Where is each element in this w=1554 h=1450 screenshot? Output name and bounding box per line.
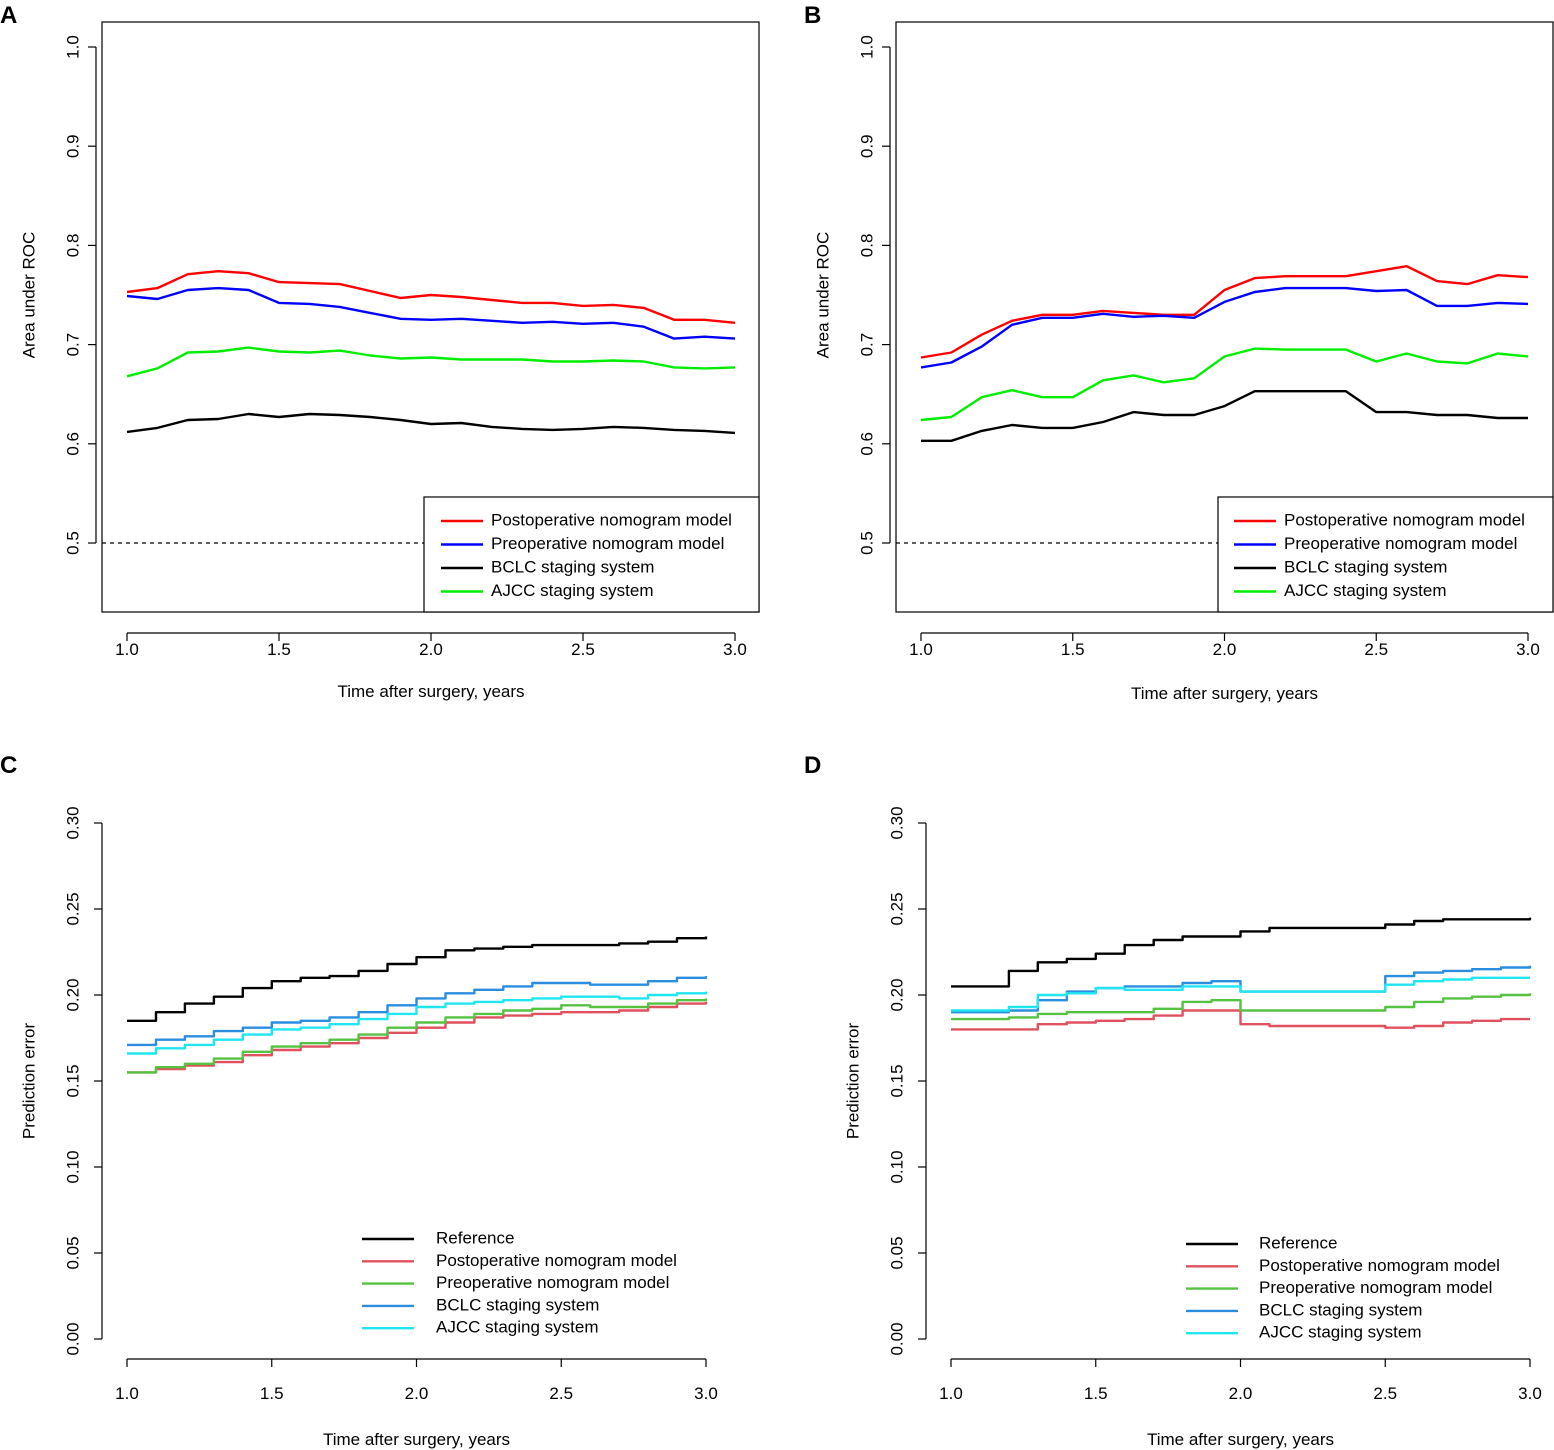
panel-letter-d: D (804, 752, 822, 779)
y-tick-label-d: 0.15 (887, 1064, 906, 1097)
series-line-d-5 (951, 976, 1530, 1012)
x-tick-label-c: 2.5 (549, 1384, 573, 1403)
y-tick-label-d: 0.05 (887, 1236, 906, 1269)
x-axis-label-b: Time after surgery, years (1131, 684, 1318, 703)
legend-label-c: BCLC staging system (436, 1295, 599, 1314)
legend-label-a: AJCC staging system (491, 581, 654, 600)
y-tick-label-c: 0.30 (63, 806, 82, 839)
legend-label-c: Postoperative nomogram model (436, 1251, 677, 1270)
y-tick-label-a: 1.0 (63, 35, 82, 59)
x-tick-label-d: 2.5 (1373, 1384, 1397, 1403)
y-tick-label-c: 0.25 (63, 892, 82, 925)
series-line-c-5 (127, 991, 708, 1055)
x-tick-label-b: 1.5 (1061, 640, 1085, 659)
series-line-a-2 (126, 286, 736, 340)
y-tick-label-a: 0.5 (63, 531, 82, 555)
x-tick-label-d: 2.0 (1229, 1384, 1253, 1403)
x-axis-label-d: Time after surgery, years (1147, 1430, 1334, 1449)
legend-box-a (423, 496, 760, 613)
y-tick-label-c: 0.15 (63, 1064, 82, 1097)
y-tick-label-b: 0.7 (857, 333, 876, 357)
y-tick-label-b: 0.9 (857, 134, 876, 158)
legend-label-b: BCLC staging system (1284, 557, 1447, 576)
y-tick-label-b: 0.8 (857, 234, 876, 258)
x-tick-label-d: 3.0 (1518, 1384, 1542, 1403)
series-line-a-3 (126, 412, 736, 435)
x-tick-label-c: 1.5 (260, 1384, 284, 1403)
x-tick-label-c: 2.0 (405, 1384, 429, 1403)
y-tick-label-c: 0.10 (63, 1150, 82, 1183)
y-tick-label-d: 0.10 (887, 1150, 906, 1183)
x-tick-label-a: 1.5 (267, 640, 291, 659)
y-tick-label-a: 0.9 (63, 134, 82, 158)
y-tick-label-b: 0.5 (857, 531, 876, 555)
legend-label-d: AJCC staging system (1259, 1323, 1422, 1342)
y-tick-label-b: 1.0 (857, 35, 876, 59)
series-line-b-2 (920, 286, 1529, 369)
legend-label-c: Preoperative nomogram model (436, 1273, 669, 1292)
x-axis-label-c: Time after surgery, years (323, 1430, 510, 1449)
series-line-c-1 (127, 936, 708, 1022)
series-line-d-2 (951, 1009, 1530, 1031)
series-line-d-1 (951, 917, 1532, 988)
series-line-b-4 (920, 347, 1529, 422)
y-tick-label-d: 0.20 (887, 978, 906, 1011)
y-tick-label-a: 0.7 (63, 333, 82, 357)
y-axis-label-c: Prediction error (19, 1023, 38, 1140)
x-tick-label-b: 1.0 (909, 640, 933, 659)
y-axis-label-d: Prediction error (843, 1023, 862, 1140)
series-line-a-1 (126, 270, 736, 324)
x-tick-label-a: 2.5 (571, 640, 595, 659)
legend-label-d: Preoperative nomogram model (1259, 1278, 1492, 1297)
legend-label-b: Preoperative nomogram model (1284, 534, 1517, 553)
legend-label-a: Preoperative nomogram model (491, 534, 724, 553)
series-line-c-3 (127, 998, 708, 1074)
legend-label-c: AJCC staging system (436, 1318, 599, 1337)
panel-letter-c: C (0, 752, 18, 779)
legend-label-c: Reference (436, 1228, 514, 1247)
series-line-d-3 (951, 993, 1532, 1021)
series-line-b-1 (920, 265, 1529, 359)
x-tick-label-c: 3.0 (694, 1384, 718, 1403)
y-tick-label-c: 0.05 (63, 1236, 82, 1269)
y-tick-label-d: 0.25 (887, 892, 906, 925)
x-tick-label-a: 2.0 (419, 640, 443, 659)
x-tick-label-b: 3.0 (1516, 640, 1540, 659)
y-axis-label-b: Area under ROC (813, 232, 832, 359)
series-line-d-4 (951, 965, 1532, 1014)
x-tick-label-a: 3.0 (723, 640, 747, 659)
y-tick-label-a: 0.8 (63, 234, 82, 258)
legend-label-a: BCLC staging system (491, 557, 654, 576)
y-tick-label-c: 0.20 (63, 978, 82, 1011)
legend-label-d: Reference (1259, 1233, 1337, 1252)
series-line-c-4 (127, 976, 708, 1047)
panel-letter-b: B (804, 2, 822, 29)
y-tick-label-a: 0.6 (63, 432, 82, 456)
series-line-c-2 (127, 1001, 708, 1074)
x-tick-label-d: 1.5 (1084, 1384, 1108, 1403)
x-tick-label-b: 2.0 (1213, 640, 1237, 659)
legend-label-d: Postoperative nomogram model (1259, 1256, 1500, 1275)
legend-label-b: AJCC staging system (1284, 581, 1447, 600)
y-tick-label-d: 0.30 (887, 806, 906, 839)
x-tick-label-b: 2.5 (1364, 640, 1388, 659)
y-axis-label-a: Area under ROC (19, 232, 38, 359)
x-tick-label-a: 1.0 (115, 640, 139, 659)
x-axis-label-a: Time after surgery, years (337, 682, 524, 701)
legend-box-b (1217, 496, 1554, 613)
series-line-a-4 (126, 346, 736, 378)
y-tick-label-b: 0.6 (857, 432, 876, 456)
series-line-b-3 (921, 390, 1528, 442)
legend-label-b: Postoperative nomogram model (1284, 510, 1525, 529)
legend-label-a: Postoperative nomogram model (491, 510, 732, 529)
y-tick-label-d: 0.00 (887, 1322, 906, 1355)
y-tick-label-c: 0.00 (63, 1322, 82, 1355)
legend-label-d: BCLC staging system (1259, 1300, 1422, 1319)
x-tick-label-d: 1.0 (939, 1384, 963, 1403)
panel-letter-a: A (0, 2, 18, 29)
x-tick-label-c: 1.0 (115, 1384, 139, 1403)
